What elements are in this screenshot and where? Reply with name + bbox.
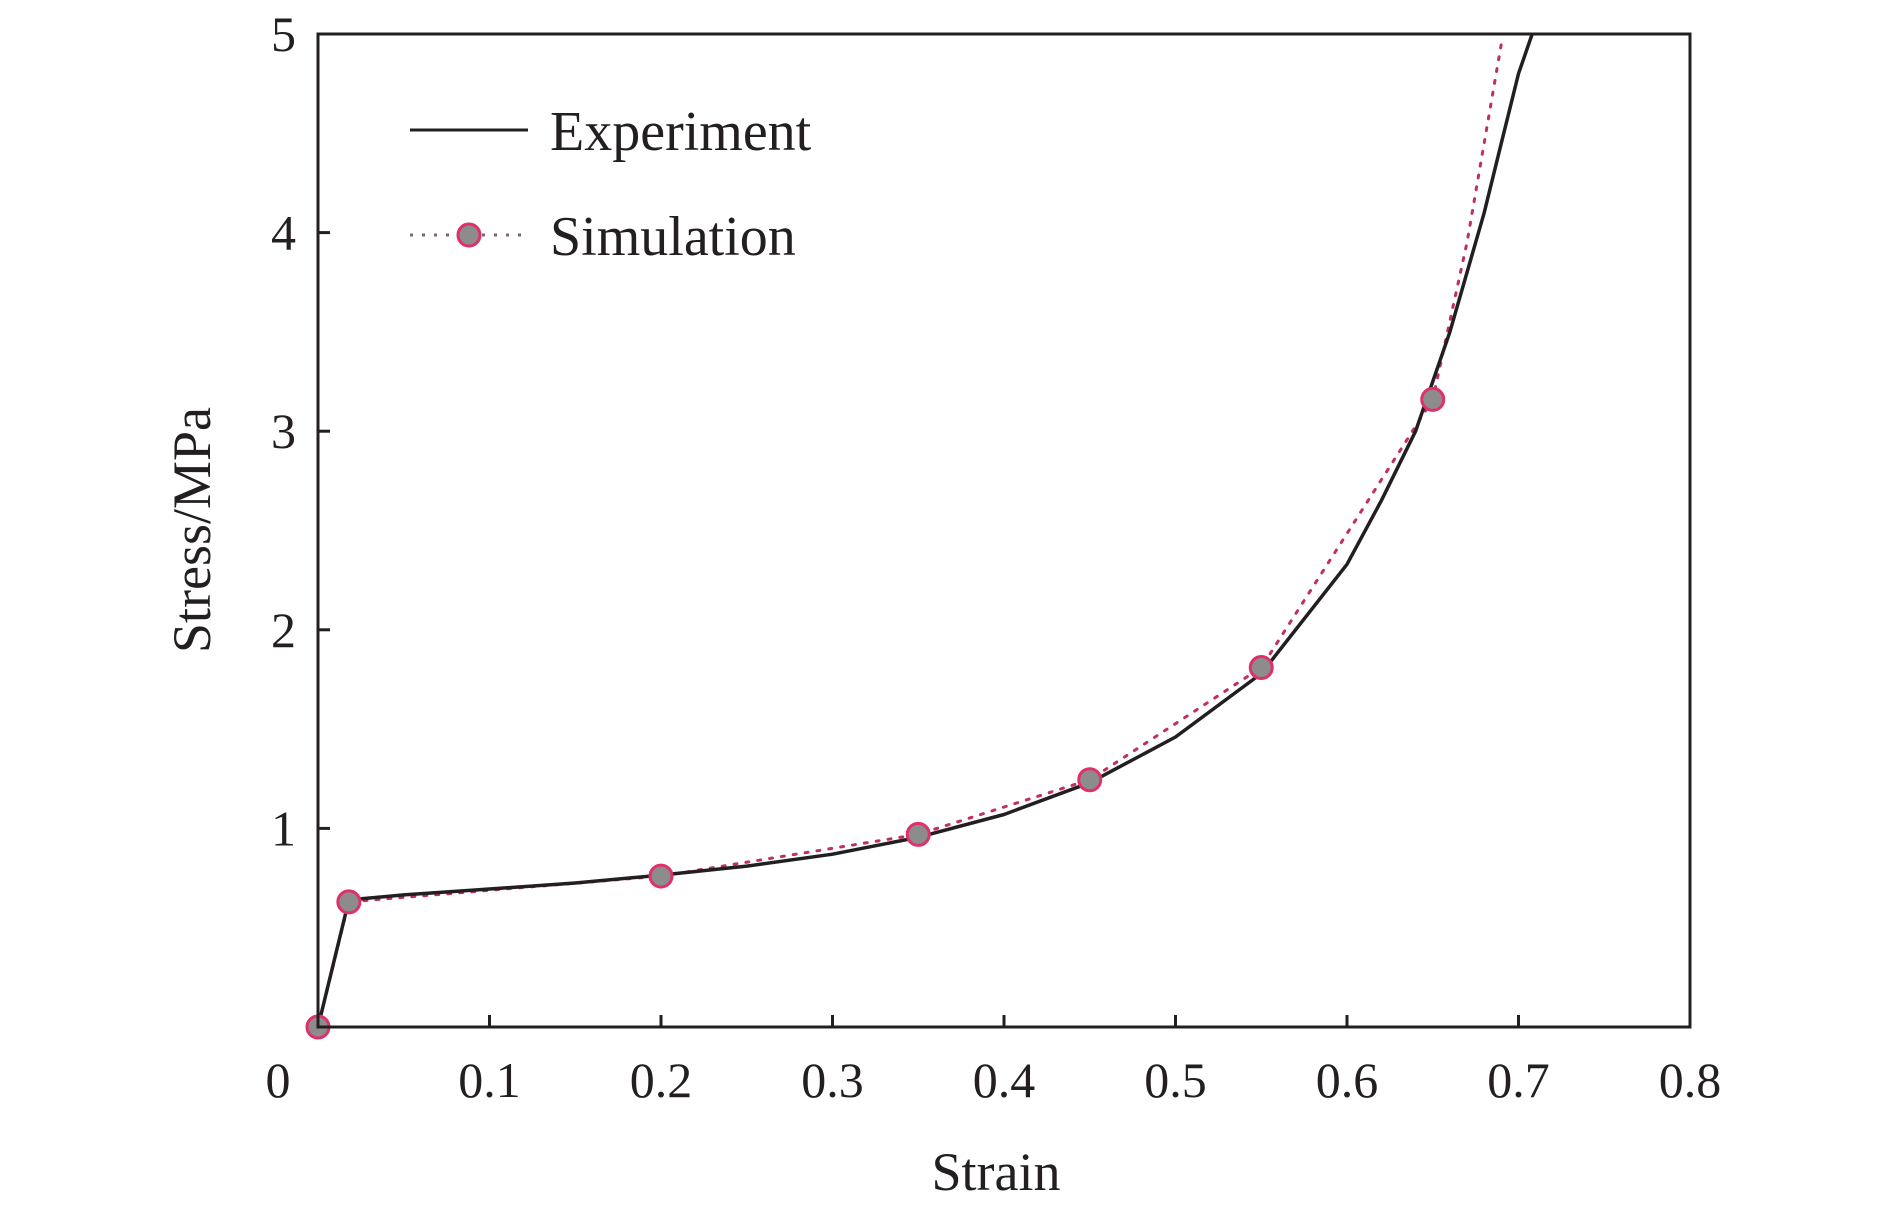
y-tick-label: 1 bbox=[271, 800, 296, 856]
x-axis-title: Strain bbox=[932, 1142, 1061, 1202]
origin-tick-label: 0 bbox=[266, 1052, 291, 1108]
y-axis-title: Stress/MPa bbox=[162, 407, 222, 653]
simulation-marker bbox=[648, 863, 674, 889]
marker-layer bbox=[305, 386, 1446, 1040]
simulation-marker bbox=[1420, 386, 1446, 412]
legend-simulation-marker bbox=[456, 222, 482, 248]
simulation-marker bbox=[336, 889, 362, 915]
simulation-marker bbox=[1248, 655, 1274, 681]
y-tick-label: 3 bbox=[271, 403, 296, 459]
y-tick-label: 5 bbox=[271, 6, 296, 62]
y-tick-label: 2 bbox=[271, 602, 296, 658]
simulation-line bbox=[318, 42, 1503, 1027]
x-tick-label: 0.3 bbox=[801, 1052, 864, 1108]
y-axis-ticks bbox=[318, 32, 330, 830]
simulation-marker bbox=[1077, 767, 1103, 793]
x-tick-label: 0.2 bbox=[630, 1052, 693, 1108]
x-tick-label: 0.4 bbox=[973, 1052, 1036, 1108]
series-layer bbox=[318, 34, 1535, 1027]
simulation-marker bbox=[905, 821, 931, 847]
x-tick-label: 0.6 bbox=[1316, 1052, 1379, 1108]
x-tick-label: 0.7 bbox=[1487, 1052, 1550, 1108]
legend-simulation-label: Simulation bbox=[550, 206, 796, 268]
tick-labels: 0.1 0.2 0.3 0.4 0.5 0.6 0.7 0.8 0 1 2 3 4 5 bbox=[266, 6, 1722, 1108]
x-tick-label: 0.5 bbox=[1144, 1052, 1207, 1108]
x-axis-ticks bbox=[488, 1015, 1692, 1027]
plot-frame bbox=[316, 32, 1692, 1029]
legend: Experiment Simulation bbox=[410, 101, 812, 268]
x-tick-label: 0.8 bbox=[1659, 1052, 1722, 1108]
x-tick-label: 0.1 bbox=[458, 1052, 521, 1108]
experiment-line bbox=[318, 34, 1535, 1027]
legend-experiment-label: Experiment bbox=[550, 101, 812, 163]
y-tick-label: 4 bbox=[271, 205, 296, 261]
